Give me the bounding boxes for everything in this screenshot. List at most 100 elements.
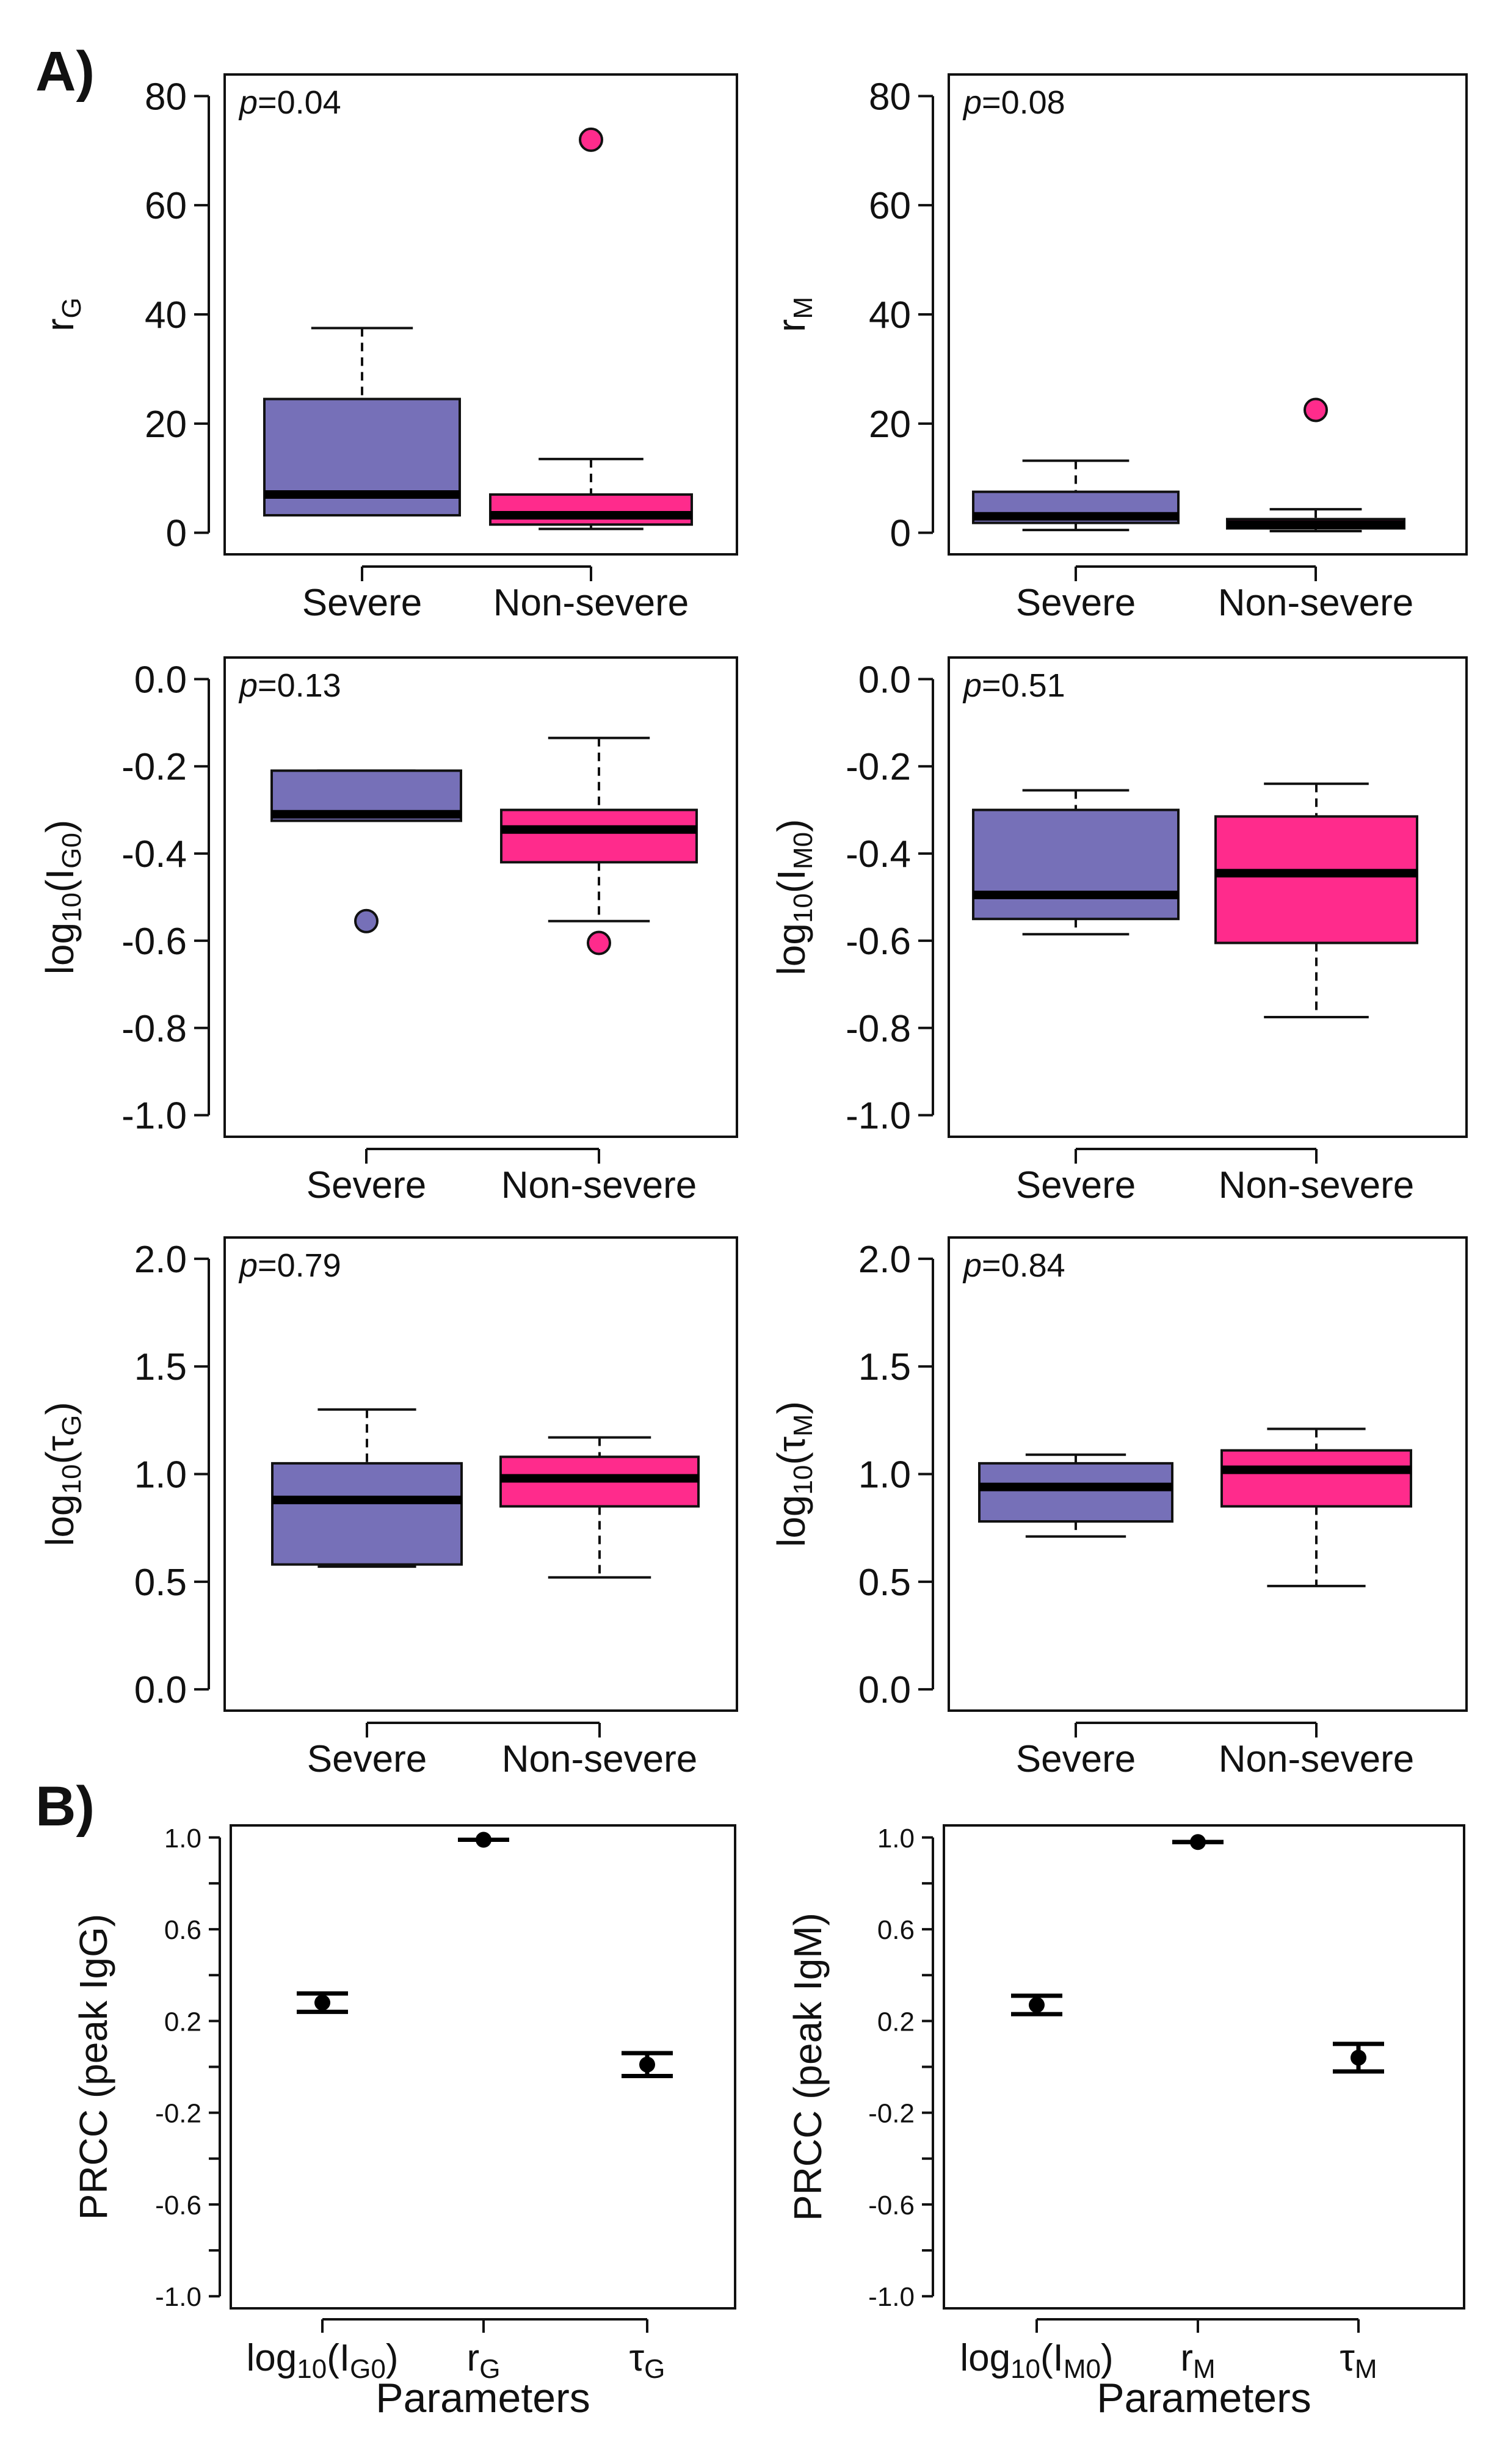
y-tick-label: 0.0	[134, 1669, 187, 1711]
outlier-point	[1304, 397, 1328, 422]
y-tick-label: -1.0	[121, 1095, 187, 1137]
category-sub: M	[1193, 2354, 1216, 2384]
outlier-point	[587, 930, 611, 955]
y-tick-label: 40	[145, 294, 187, 336]
x-axis-label: Parameters	[1097, 2375, 1311, 2421]
p-symbol: p	[238, 1247, 258, 1284]
y-tick-label: -0.6	[155, 2190, 201, 2220]
y-tick-label: 1.5	[134, 1346, 187, 1388]
y-tick-label: 0.2	[877, 2007, 915, 2037]
y-tick-label: -1.0	[846, 1095, 911, 1137]
p-value: =0.84	[982, 1247, 1065, 1284]
prcc-point	[476, 1832, 491, 1848]
y-label-end: )	[38, 1402, 82, 1415]
y-label-sub2: M	[788, 1414, 818, 1437]
y-label-sub: 10	[57, 893, 87, 922]
y-label-tail: (τ	[769, 1437, 813, 1465]
x-category-label: Non-severe	[502, 1738, 697, 1780]
iqr-box	[972, 808, 1180, 921]
y-tick-label: 0.2	[164, 2007, 201, 2037]
category-sub: M	[1355, 2354, 1377, 2384]
x-axis-label: Parameters	[375, 2375, 590, 2421]
y-tick-label: -0.4	[846, 833, 911, 875]
p-value: =0.13	[258, 667, 341, 704]
p-value-label: p=0.79	[238, 1247, 341, 1284]
y-tick-label: 0	[890, 513, 911, 555]
y-axis-label: PRCC (peak IgG)	[71, 1914, 115, 2220]
y-axis-label: log10(τG)	[38, 1402, 87, 1546]
x-category-label: Severe	[302, 582, 422, 624]
p-value: =0.51	[982, 667, 1065, 704]
category-sub2: G0	[350, 2354, 386, 2384]
y-tick-label: 20	[145, 404, 187, 446]
y-tick-label: 2.0	[134, 1239, 187, 1281]
category-main: τ	[1340, 2337, 1355, 2379]
y-tick-label: 60	[869, 185, 911, 227]
category-sub: G	[479, 2354, 500, 2384]
plot-frame	[943, 1824, 1465, 2310]
y-label-end: )	[38, 820, 82, 833]
y-label-sub2: G	[57, 1415, 87, 1436]
y-tick-label: 80	[145, 76, 187, 118]
y-tick-label: 1.0	[164, 1824, 201, 1853]
p-value-label: p=0.51	[962, 667, 1065, 704]
y-tick-label: -0.2	[868, 2099, 915, 2129]
y-label-sub: M	[788, 297, 818, 319]
section-label-b: B)	[35, 1775, 95, 1838]
p-symbol: p	[962, 1247, 982, 1284]
y-tick-label: 0	[166, 513, 187, 555]
y-label-main: log	[38, 922, 82, 974]
y-tick-label: -0.8	[846, 1008, 911, 1050]
plot-frame	[230, 1824, 736, 2310]
y-axis-label: rM	[769, 297, 818, 332]
outlier-point	[354, 908, 379, 933]
y-tick-label: 80	[869, 76, 911, 118]
y-tick-label: -1.0	[868, 2282, 915, 2312]
y-label-main: log	[769, 923, 813, 975]
category-main: r	[1180, 2337, 1193, 2379]
y-label-sub: G	[57, 297, 87, 318]
p-value-label: p=0.08	[962, 84, 1065, 121]
y-tick-label: -0.2	[846, 746, 911, 788]
y-label-end: )	[769, 1401, 813, 1414]
iqr-box	[1220, 1449, 1412, 1508]
section-label-a: A)	[35, 40, 95, 103]
category-end: )	[386, 2337, 399, 2379]
x-category-label: Severe	[1016, 582, 1136, 624]
y-tick-label: -0.2	[155, 2099, 201, 2129]
category-end: )	[1101, 2337, 1114, 2379]
chart-IM0: -1.0 -0.8 -0.6 -0.4 -0.2 0.0 Severe Non-severe p…	[769, 656, 1468, 1206]
x-category-label: rG	[467, 2337, 501, 2384]
y-axis-label: log10(IG0)	[38, 820, 87, 974]
y-label-end: )	[769, 819, 813, 832]
x-category-label: rM	[1180, 2337, 1215, 2384]
y-tick-label: 20	[869, 404, 911, 446]
y-tick-label: 0.0	[134, 659, 187, 701]
chart-tauM: 0.0 0.5 1.0 1.5 2.0 Severe Non-severe p=0.84 log…	[769, 1236, 1468, 1780]
iqr-box	[978, 1462, 1173, 1523]
y-label-sub: 10	[57, 1464, 87, 1494]
x-category-label: Severe	[306, 1164, 426, 1206]
y-axis-label: log10(IM0)	[769, 819, 818, 976]
iqr-box	[500, 808, 698, 864]
y-tick-label: 0.0	[858, 659, 911, 701]
y-label-main: r	[769, 319, 813, 332]
plot-frame	[223, 73, 738, 556]
y-label-tail: (I	[769, 869, 813, 893]
p-symbol: p	[962, 667, 982, 704]
category-main: τ	[629, 2337, 645, 2379]
x-category-label: τM	[1340, 2337, 1377, 2384]
x-category-label: τG	[629, 2337, 665, 2384]
p-value: =0.08	[982, 84, 1065, 121]
y-label-main: log	[769, 1495, 813, 1547]
plot-frame	[223, 1236, 738, 1712]
p-value-label: p=0.84	[962, 1247, 1065, 1284]
y-tick-label: -0.2	[121, 746, 187, 788]
y-label-main: log	[38, 1494, 82, 1546]
plot-frame	[948, 73, 1468, 556]
y-label-sub2: G0	[57, 833, 87, 869]
x-category-label: Non-severe	[1218, 582, 1413, 624]
y-tick-label: -0.8	[121, 1008, 187, 1050]
